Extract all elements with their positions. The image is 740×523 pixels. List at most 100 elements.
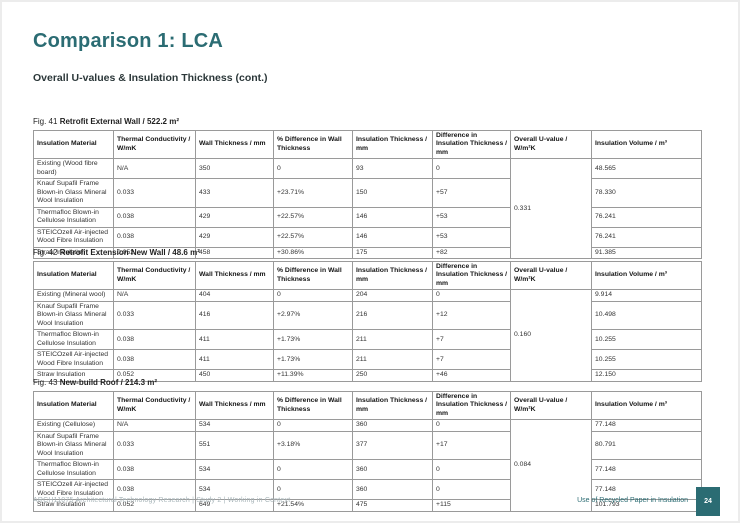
- conductivity-cell: 0.033: [113, 178, 196, 208]
- conductivity-cell: N/A: [113, 158, 196, 180]
- wall-thickness-cell: 350: [195, 158, 274, 180]
- ins-thickness-cell: 360: [352, 459, 433, 481]
- volume-cell: 10.498: [591, 300, 702, 331]
- material-cell: Straw Insulation: [33, 369, 114, 382]
- u-value-cell: 0.331: [510, 158, 592, 260]
- column-header: Overall U-value / W/m²K: [510, 129, 592, 160]
- ins-thickness-cell: 250: [352, 369, 433, 382]
- conductivity-cell: N/A: [113, 419, 196, 432]
- table-row: Existing (Wood fibre board) N/A 350 0 93 0 0.3…: [33, 158, 702, 260]
- figure-41-caption: Fig. 41 Retrofit External Wall / 522.2 m…: [33, 117, 179, 126]
- material-cell: Existing (Cellulose): [33, 419, 114, 432]
- figure-41-label: Fig. 41: [33, 117, 58, 126]
- column-header: Insulation Thickness / mm: [352, 129, 433, 160]
- conductivity-cell: 0.038: [113, 349, 196, 371]
- ins-thickness-cell: 211: [352, 329, 433, 351]
- ins-diff-cell: 0: [432, 479, 511, 501]
- table-row: STEICOzell Air-injected Wood Fibre Insul…: [33, 349, 702, 371]
- wall-thickness-cell: 429: [195, 206, 274, 228]
- footer-course-info: ARCH11075 Architectural Technology Resea…: [33, 497, 291, 504]
- column-header: Insulation Thickness / mm: [352, 260, 433, 291]
- material-cell: STEICOzell Air-injected Wood Fibre Insul…: [33, 349, 114, 371]
- ins-diff-cell: 0: [432, 289, 511, 302]
- volume-cell: 10.255: [591, 329, 702, 351]
- wall-diff-cell: +2.97%: [273, 300, 353, 331]
- wall-diff-cell: +23.71%: [273, 178, 353, 208]
- conductivity-cell: 0.038: [113, 226, 196, 248]
- wall-diff-cell: +21.54%: [273, 499, 353, 512]
- ins-diff-cell: +46: [432, 369, 511, 382]
- volume-cell: 77.148: [591, 419, 702, 432]
- table-row: STEICOzell Air-injected Wood Fibre Insul…: [33, 479, 702, 501]
- ins-diff-cell: +57: [432, 178, 511, 208]
- wall-diff-cell: +3.18%: [273, 430, 353, 461]
- material-cell: Existing (Wood fibre board): [33, 158, 114, 180]
- column-header: Thermal Conductivity / W/mK: [113, 260, 196, 291]
- column-header: % Difference in Wall Thickness: [273, 129, 353, 160]
- ins-thickness-cell: 204: [352, 289, 433, 302]
- column-header: Insulation Volume / m³: [591, 260, 702, 291]
- page-title: Comparison 1: LCA: [33, 30, 224, 52]
- conductivity-cell: N/A: [113, 289, 196, 302]
- figure-41-title: Retrofit External Wall / 522.2 m²: [59, 117, 179, 126]
- ins-diff-cell: +7: [432, 349, 511, 371]
- material-cell: Existing (Mineral wool): [33, 289, 114, 302]
- wall-diff-cell: 0: [273, 419, 353, 432]
- wall-thickness-cell: 534: [195, 419, 274, 432]
- figure-42-title: Retrofit Extension New Wall / 48.6 m²: [59, 248, 200, 257]
- wall-thickness-cell: 433: [195, 178, 274, 208]
- conductivity-cell: 0.038: [113, 206, 196, 228]
- ins-diff-cell: 0: [432, 419, 511, 432]
- conductivity-cell: 0.033: [113, 430, 196, 461]
- figure-43-caption: Fig. 43 New-build Roof / 214.3 m²: [33, 378, 157, 387]
- wall-thickness-cell: 404: [195, 289, 274, 302]
- ins-diff-cell: +53: [432, 226, 511, 248]
- u-value-cell: 0.084: [510, 419, 592, 512]
- material-cell: Straw Insulation: [33, 246, 114, 260]
- ins-thickness-cell: 360: [352, 479, 433, 501]
- ins-thickness-cell: 211: [352, 349, 433, 371]
- wall-diff-cell: +1.73%: [273, 349, 353, 371]
- conductivity-cell: 0.052: [113, 499, 196, 512]
- volume-cell: 78.330: [591, 178, 702, 208]
- wall-thickness-cell: 551: [195, 430, 274, 461]
- ins-diff-cell: +7: [432, 329, 511, 351]
- ins-thickness-cell: 360: [352, 419, 433, 432]
- wall-diff-cell: +22.57%: [273, 226, 353, 248]
- u-value-cell: 0.160: [510, 289, 592, 382]
- column-header: Wall Thickness / mm: [195, 129, 274, 160]
- column-header: Thermal Conductivity / W/mK: [113, 129, 196, 160]
- volume-cell: 12.150: [591, 369, 702, 382]
- wall-thickness-cell: 416: [195, 300, 274, 331]
- material-cell: STEICOzell Air-injected Wood Fibre Insul…: [33, 226, 114, 248]
- table-row: Knauf Supafil Frame Blown-in Glass Miner…: [33, 300, 702, 331]
- column-header: Insulation Thickness / mm: [352, 390, 433, 421]
- ins-diff-cell: +115: [432, 499, 511, 512]
- ins-thickness-cell: 475: [352, 499, 433, 512]
- column-header: Insulation Material: [33, 260, 114, 291]
- wall-diff-cell: +22.57%: [273, 206, 353, 228]
- table-row: STEICOzell Air-injected Wood Fibre Insul…: [33, 226, 702, 248]
- table-header-row: Insulation Material Thermal Conductivity …: [33, 129, 702, 160]
- ins-thickness-cell: 377: [352, 430, 433, 461]
- volume-cell: 76.241: [591, 226, 702, 248]
- table-new-build-roof: Insulation Material Thermal Conductivity …: [33, 390, 702, 512]
- column-header: % Difference in Wall Thickness: [273, 260, 353, 291]
- ins-diff-cell: +17: [432, 430, 511, 461]
- column-header: Insulation Material: [33, 390, 114, 421]
- column-header: Thermal Conductivity / W/mK: [113, 390, 196, 421]
- table-header-row: Insulation Material Thermal Conductivity …: [33, 260, 702, 291]
- column-header: Difference in Insulation Thickness / mm: [432, 260, 511, 291]
- ins-thickness-cell: 175: [352, 246, 433, 260]
- ins-thickness-cell: 216: [352, 300, 433, 331]
- wall-thickness-cell: 458: [195, 246, 274, 260]
- table-row: Knauf Supafil Frame Blown-in Glass Miner…: [33, 430, 702, 461]
- table-row: Straw Insulation 0.052 450 +11.39% 250 +46 12.…: [33, 369, 702, 382]
- wall-thickness-cell: 450: [195, 369, 274, 382]
- page-number: 24: [704, 498, 712, 505]
- wall-thickness-cell: 534: [195, 459, 274, 481]
- table-row: Thermafloc Blown-in Cellulose Insulation…: [33, 329, 702, 351]
- material-cell: Thermafloc Blown-in Cellulose Insulation: [33, 206, 114, 228]
- column-header: Difference in Insulation Thickness / mm: [432, 129, 511, 160]
- material-cell: Thermafloc Blown-in Cellulose Insulation: [33, 459, 114, 481]
